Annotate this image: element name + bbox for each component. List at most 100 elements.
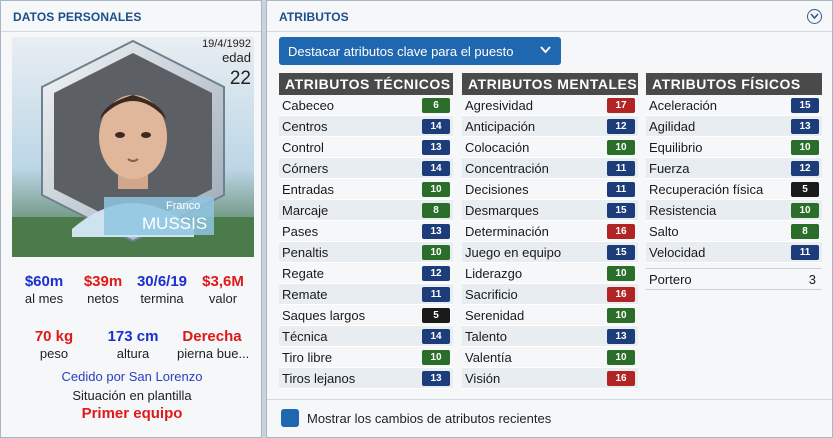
attribute-name: Velocidad (649, 244, 706, 260)
attribute-row[interactable]: Cabeceo 6 (279, 95, 453, 116)
chevron-down-icon (540, 46, 551, 54)
player-last-name: MUSSIS (142, 214, 207, 233)
date-of-birth: 19/4/1992 (202, 38, 251, 50)
physical-attributes-column: ATRIBUTOS FÍSICOS Aceleración 15 Agilidad 1… (646, 73, 822, 290)
attribute-row[interactable]: Resistencia 10 (646, 200, 822, 221)
collapse-icon[interactable] (807, 9, 822, 24)
attribute-row[interactable]: Determinación 16 (462, 221, 638, 242)
attribute-value-badge: 11 (607, 160, 635, 176)
attribute-row[interactable]: Visión 16 (462, 368, 638, 389)
attribute-value-badge: 11 (422, 286, 450, 302)
attribute-row[interactable]: Equilibrio 10 (646, 137, 822, 158)
recent-changes-label[interactable]: Mostrar los cambios de atributos recient… (307, 411, 552, 426)
attribute-value-badge: 11 (607, 181, 635, 197)
height-stat: 173 cm altura (98, 328, 168, 361)
attribute-row[interactable]: Salto 8 (646, 221, 822, 242)
attribute-value-badge: 12 (607, 118, 635, 134)
value-label: valor (208, 291, 238, 306)
weight-stat: 70 kg peso (19, 328, 89, 361)
attribute-value-badge: 15 (607, 202, 635, 218)
value-value: $3,6M (202, 273, 244, 290)
attribute-value-badge: 12 (791, 160, 819, 176)
attribute-row[interactable]: Anticipación 12 (462, 116, 638, 137)
height-label: altura (116, 346, 150, 361)
attribute-row[interactable]: Concentración 11 (462, 158, 638, 179)
attribute-row[interactable]: Desmarques 15 (462, 200, 638, 221)
attribute-row[interactable]: Marcaje 8 (279, 200, 453, 221)
attributes-panel: ATRIBUTOS Destacar atributos clave para … (266, 0, 833, 438)
technical-attributes-column: ATRIBUTOS TÉCNICOS Cabeceo 6 Centros 14 Cont… (279, 73, 453, 389)
attribute-value-badge: 14 (422, 328, 450, 344)
attribute-row[interactable]: Aceleración 15 (646, 95, 822, 116)
age-label: edad (222, 50, 251, 65)
attribute-row[interactable]: Valentía 10 (462, 347, 638, 368)
attribute-row[interactable]: Recuperación física 5 (646, 179, 822, 200)
attribute-value-badge: 5 (422, 307, 450, 323)
attribute-name: Valentía (465, 349, 512, 365)
attribute-row[interactable]: Control 13 (279, 137, 453, 158)
attribute-row[interactable]: Entradas 10 (279, 179, 453, 200)
attribute-name: Pases (282, 223, 319, 239)
attribute-name: Serenidad (465, 307, 525, 323)
panel-divider (267, 31, 832, 32)
attribute-value-badge: 10 (607, 139, 635, 155)
foot-value: Derecha (182, 328, 242, 345)
attribute-row[interactable]: Serenidad 10 (462, 305, 638, 326)
attribute-row[interactable]: Agilidad 13 (646, 116, 822, 137)
attribute-row[interactable]: Pases 13 (279, 221, 453, 242)
attribute-row[interactable]: Talento 13 (462, 326, 638, 347)
goalkeeper-value: 3 (808, 271, 816, 287)
attribute-value-badge: 10 (422, 244, 450, 260)
attribute-name: Tiro libre (282, 349, 333, 365)
contract-end-stat: 30/6/19 termina (127, 273, 197, 306)
attribute-row[interactable]: Colocación 10 (462, 137, 638, 158)
attribute-name: Decisiones (465, 181, 529, 197)
attribute-row[interactable]: Fuerza 12 (646, 158, 822, 179)
attribute-name: Colocación (465, 139, 530, 155)
attribute-row[interactable]: Tiros lejanos 13 (279, 368, 453, 389)
value-stat: $3,6M valor (188, 273, 258, 306)
highlight-key-attributes-dropdown[interactable]: Destacar atributos clave para el puesto (279, 37, 561, 65)
contract-end-label: termina (140, 291, 184, 306)
attribute-value-badge: 6 (422, 97, 450, 113)
attribute-row[interactable]: Regate 12 (279, 263, 453, 284)
attribute-value-badge: 10 (791, 139, 819, 155)
attribute-value-badge: 10 (422, 181, 450, 197)
attribute-row[interactable]: Juego en equipo 15 (462, 242, 638, 263)
attribute-name: Saques largos (282, 307, 366, 323)
attribute-row[interactable]: Decisiones 11 (462, 179, 638, 200)
recent-changes-checkbox[interactable] (281, 409, 299, 427)
attribute-row[interactable]: Liderazgo 10 (462, 263, 638, 284)
goalkeeper-label: Portero (649, 271, 692, 287)
physical-list: Aceleración 15 Agilidad 13 Equilibrio 10 Fuerz… (646, 95, 822, 263)
panel-title-personal: DATOS PERSONALES (13, 10, 142, 24)
attribute-value-badge: 5 (791, 181, 819, 197)
player-card-art: Franco MUSSIS (12, 37, 254, 257)
attribute-row[interactable]: Sacrificio 16 (462, 284, 638, 305)
mental-header: ATRIBUTOS MENTALES (462, 73, 638, 95)
loan-link[interactable]: Cedido por San Lorenzo (61, 369, 203, 384)
attribute-row[interactable]: Centros 14 (279, 116, 453, 137)
attribute-row[interactable]: Penaltis 10 (279, 242, 453, 263)
attribute-row[interactable]: Velocidad 11 (646, 242, 822, 263)
goalkeeper-row: Portero 3 (646, 268, 822, 290)
attribute-row[interactable]: Agresividad 17 (462, 95, 638, 116)
squad-status-value[interactable]: Primer equipo (81, 405, 183, 422)
attribute-value-badge: 13 (422, 370, 450, 386)
contract-end-value: 30/6/19 (136, 273, 188, 290)
attribute-row[interactable]: Saques largos 5 (279, 305, 453, 326)
attribute-value-badge: 15 (791, 97, 819, 113)
attribute-row[interactable]: Córners 14 (279, 158, 453, 179)
attribute-row[interactable]: Técnica 14 (279, 326, 453, 347)
personal-data-panel: DATOS PERSONALES (0, 0, 262, 438)
attribute-row[interactable]: Remate 11 (279, 284, 453, 305)
attribute-name: Liderazgo (465, 265, 523, 281)
attribute-value-badge: 13 (422, 223, 450, 239)
attribute-name: Córners (282, 160, 329, 176)
attribute-name: Penaltis (282, 244, 329, 260)
attribute-name: Visión (465, 370, 501, 386)
attribute-name: Tiros lejanos (282, 370, 356, 386)
attribute-row[interactable]: Tiro libre 10 (279, 347, 453, 368)
attribute-name: Sacrificio (465, 286, 518, 302)
weight-value: 70 kg (34, 328, 74, 345)
